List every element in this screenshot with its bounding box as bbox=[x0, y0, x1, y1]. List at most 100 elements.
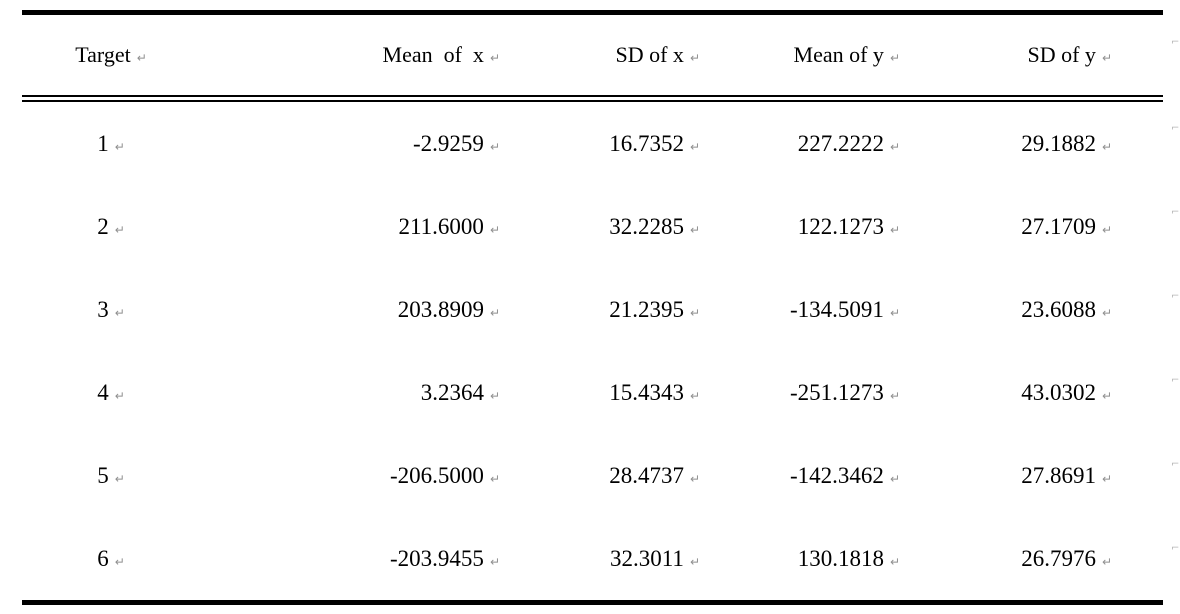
table-header-row: Target ↵ Mean of x ↵ SD of x ↵ Mean of y ↵ S… bbox=[22, 15, 1163, 95]
row-end-mark-icon: ⌐ bbox=[1171, 459, 1180, 470]
paragraph-mark-icon: ↵ bbox=[114, 389, 125, 403]
paragraph-mark-icon: ↵ bbox=[489, 555, 500, 569]
cell-text: -251.1273 bbox=[790, 380, 884, 405]
data-cell: 211.6000 ↵ bbox=[200, 215, 500, 238]
cell-text: 27.8691 bbox=[1021, 463, 1096, 488]
data-cell: -251.1273 ↵ bbox=[700, 381, 900, 404]
paragraph-mark-icon: ↵ bbox=[489, 389, 500, 403]
paragraph-mark-icon: ↵ bbox=[1101, 389, 1112, 403]
cell-text: 1 bbox=[97, 131, 109, 156]
data-cell: 28.4737 ↵ bbox=[500, 464, 700, 487]
header-label: SD of x bbox=[615, 42, 684, 67]
data-cell: 130.1818 ↵ bbox=[700, 547, 900, 570]
data-cell: 32.3011 ↵ bbox=[500, 547, 700, 570]
cell-text: 211.6000 bbox=[398, 214, 484, 239]
data-cell: 16.7352 ↵ bbox=[500, 132, 700, 155]
paragraph-mark-icon: ↵ bbox=[489, 472, 500, 486]
paragraph-mark-icon: ↵ bbox=[114, 140, 125, 154]
paragraph-mark-icon: ↵ bbox=[689, 223, 700, 237]
cell-text: 21.2395 bbox=[609, 297, 684, 322]
paragraph-mark-icon: ↵ bbox=[489, 306, 500, 320]
data-cell: -142.3462 ↵ bbox=[700, 464, 900, 487]
cell-text: 2 bbox=[97, 214, 109, 239]
data-cell: 27.8691 ↵ bbox=[900, 464, 1112, 487]
table-row-6: 6 ↵ -203.9455 ↵ 32.3011 ↵ 130.1818 ↵ 26.7976… bbox=[22, 517, 1163, 600]
data-cell: 227.2222 ↵ bbox=[700, 132, 900, 155]
table-row-4: 4 ↵ 3.2364 ↵ 15.4343 ↵ -251.1273 ↵ 43.0302 ↵ bbox=[22, 351, 1163, 434]
table-top-border bbox=[22, 10, 1163, 15]
paragraph-mark-icon: ↵ bbox=[889, 223, 900, 237]
paragraph-mark-icon: ↵ bbox=[889, 51, 900, 65]
cell-text: 16.7352 bbox=[609, 131, 684, 156]
paragraph-mark-icon: ↵ bbox=[889, 472, 900, 486]
cell-text: 43.0302 bbox=[1021, 380, 1096, 405]
paragraph-mark-icon: ↵ bbox=[889, 389, 900, 403]
cell-text: 130.1818 bbox=[797, 546, 884, 571]
paragraph-mark-icon: ↵ bbox=[114, 306, 125, 320]
cell-text: 3.2364 bbox=[420, 380, 484, 405]
paragraph-mark-icon: ↵ bbox=[114, 555, 125, 569]
cell-text: 4 bbox=[97, 380, 109, 405]
cell-text: 122.1273 bbox=[797, 214, 884, 239]
cell-text: 15.4343 bbox=[609, 380, 684, 405]
data-cell: 27.1709 ↵ bbox=[900, 215, 1112, 238]
table-row-5: 5 ↵ -206.5000 ↵ 28.4737 ↵ -142.3462 ↵ 27.869… bbox=[22, 434, 1163, 517]
paragraph-mark-icon: ↵ bbox=[114, 472, 125, 486]
paragraph-mark-icon: ↵ bbox=[1101, 51, 1112, 65]
paragraph-mark-icon: ↵ bbox=[889, 555, 900, 569]
paragraph-mark-icon: ↵ bbox=[489, 140, 500, 154]
table-row-3: 3 ↵ 203.8909 ↵ 21.2395 ↵ -134.5091 ↵ 23.6088… bbox=[22, 268, 1163, 351]
cell-text: 203.8909 bbox=[397, 297, 484, 322]
target-cell: 3 ↵ bbox=[22, 298, 200, 321]
cell-text: 23.6088 bbox=[1021, 297, 1096, 322]
data-cell: 203.8909 ↵ bbox=[200, 298, 500, 321]
cell-text: 32.2285 bbox=[609, 214, 684, 239]
paragraph-mark-icon: ↵ bbox=[689, 306, 700, 320]
cell-text: 26.7976 bbox=[1021, 546, 1096, 571]
header-cell-mean-of-y: Mean of y ↵ bbox=[700, 44, 900, 66]
paragraph-mark-icon: ↵ bbox=[689, 51, 700, 65]
row-end-mark-icon: ⌐ bbox=[1171, 123, 1180, 134]
paragraph-mark-icon: ↵ bbox=[1101, 472, 1112, 486]
cell-text: 27.1709 bbox=[1021, 214, 1096, 239]
header-cell-sd-of-y: SD of y ↵ bbox=[900, 44, 1112, 66]
row-end-mark-icon: ⌐ bbox=[1171, 37, 1180, 48]
header-cell-sd-of-x: SD of x ↵ bbox=[500, 44, 700, 66]
paragraph-mark-icon: ↵ bbox=[136, 51, 147, 65]
paragraph-mark-icon: ↵ bbox=[1101, 555, 1112, 569]
table-bottom-border bbox=[22, 600, 1163, 605]
paragraph-mark-icon: ↵ bbox=[689, 389, 700, 403]
cell-text: -203.9455 bbox=[390, 546, 484, 571]
data-cell: 21.2395 ↵ bbox=[500, 298, 700, 321]
paragraph-mark-icon: ↵ bbox=[889, 140, 900, 154]
paragraph-mark-icon: ↵ bbox=[689, 140, 700, 154]
paragraph-mark-icon: ↵ bbox=[1101, 306, 1112, 320]
cell-text: 29.1882 bbox=[1021, 131, 1096, 156]
data-cell: 29.1882 ↵ bbox=[900, 132, 1112, 155]
cell-text: 5 bbox=[97, 463, 109, 488]
paragraph-mark-icon: ↵ bbox=[489, 51, 500, 65]
header-label: Mean of x bbox=[382, 42, 484, 67]
data-cell: -2.9259 ↵ bbox=[200, 132, 500, 155]
data-cell: 26.7976 ↵ bbox=[900, 547, 1112, 570]
cell-text: 227.2222 bbox=[797, 131, 884, 156]
data-cell: 122.1273 ↵ bbox=[700, 215, 900, 238]
cell-text: 3 bbox=[97, 297, 109, 322]
data-cell: -134.5091 ↵ bbox=[700, 298, 900, 321]
cell-text: -142.3462 bbox=[790, 463, 884, 488]
header-label: SD of y bbox=[1027, 42, 1096, 67]
table-row-1: 1 ↵ -2.9259 ↵ 16.7352 ↵ 227.2222 ↵ 29.1882 ↵ bbox=[22, 102, 1163, 185]
paragraph-mark-icon: ↵ bbox=[1101, 140, 1112, 154]
paragraph-mark-icon: ↵ bbox=[689, 555, 700, 569]
data-cell: 23.6088 ↵ bbox=[900, 298, 1112, 321]
paragraph-mark-icon: ↵ bbox=[889, 306, 900, 320]
data-cell: 15.4343 ↵ bbox=[500, 381, 700, 404]
data-cell: 32.2285 ↵ bbox=[500, 215, 700, 238]
target-cell: 1 ↵ bbox=[22, 132, 200, 155]
data-cell: -203.9455 ↵ bbox=[200, 547, 500, 570]
row-end-mark-icon: ⌐ bbox=[1171, 543, 1180, 554]
target-cell: 4 ↵ bbox=[22, 381, 200, 404]
cell-text: 6 bbox=[97, 546, 109, 571]
cell-text: 28.4737 bbox=[609, 463, 684, 488]
target-cell: 5 ↵ bbox=[22, 464, 200, 487]
